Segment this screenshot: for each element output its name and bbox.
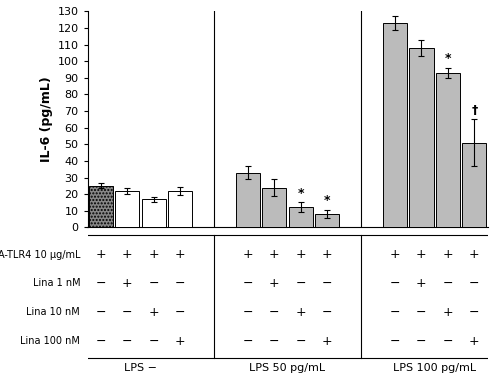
Text: −: −	[296, 277, 306, 290]
Text: +: +	[322, 335, 332, 348]
Bar	[236, 172, 260, 227]
Text: LPS −: LPS −	[124, 363, 157, 373]
Text: −: −	[390, 306, 400, 319]
Text: −: −	[96, 306, 106, 319]
Text: *: *	[298, 187, 304, 200]
Text: +: +	[442, 248, 453, 261]
Text: −: −	[148, 277, 159, 290]
Bar	[436, 73, 460, 227]
Text: +: +	[322, 248, 332, 261]
Text: −: −	[469, 277, 480, 290]
Text: −: −	[122, 306, 132, 319]
Bar	[168, 191, 192, 227]
Text: +: +	[175, 248, 186, 261]
Text: −: −	[416, 335, 426, 348]
Text: †: †	[471, 104, 478, 117]
Y-axis label: IL-6 (pg/mL): IL-6 (pg/mL)	[40, 77, 53, 162]
Text: +: +	[416, 248, 426, 261]
Text: +: +	[122, 277, 132, 290]
Text: *: *	[324, 194, 330, 207]
Text: +: +	[296, 248, 306, 261]
Text: +: +	[469, 335, 480, 348]
Text: +: +	[390, 248, 400, 261]
Text: −: −	[175, 277, 186, 290]
Text: +: +	[148, 306, 159, 319]
Text: Lina 100 nM: Lina 100 nM	[20, 336, 80, 346]
Text: A-TLR4 10 μg/mL: A-TLR4 10 μg/mL	[0, 250, 80, 260]
Text: −: −	[416, 306, 426, 319]
Text: Lina 10 nM: Lina 10 nM	[26, 307, 80, 317]
Text: LPS 50 pg/mL: LPS 50 pg/mL	[250, 363, 326, 373]
Text: −: −	[242, 277, 253, 290]
Text: Lina 1 nM: Lina 1 nM	[32, 279, 80, 288]
Bar	[115, 191, 140, 227]
Text: +: +	[296, 306, 306, 319]
Text: *: *	[444, 52, 451, 65]
Text: −: −	[322, 277, 332, 290]
Text: +: +	[442, 306, 453, 319]
Text: +: +	[148, 248, 159, 261]
Bar	[409, 48, 434, 227]
Text: −: −	[442, 335, 453, 348]
Bar	[88, 186, 113, 227]
Text: −: −	[96, 277, 106, 290]
Text: −: −	[390, 335, 400, 348]
Text: +: +	[469, 248, 480, 261]
Text: +: +	[96, 248, 106, 261]
Text: −: −	[242, 306, 253, 319]
Text: −: −	[390, 277, 400, 290]
Bar	[262, 188, 286, 227]
Text: −: −	[122, 335, 132, 348]
Text: +: +	[269, 248, 280, 261]
Text: −: −	[175, 306, 186, 319]
Text: −: −	[269, 306, 280, 319]
Text: +: +	[122, 248, 132, 261]
Text: +: +	[175, 335, 186, 348]
Bar	[315, 214, 340, 227]
Bar	[288, 207, 313, 227]
Bar	[462, 143, 486, 227]
Text: −: −	[322, 306, 332, 319]
Text: −: −	[242, 335, 253, 348]
Bar	[142, 199, 166, 227]
Text: −: −	[469, 306, 480, 319]
Text: +: +	[269, 277, 280, 290]
Text: +: +	[416, 277, 426, 290]
Text: −: −	[442, 277, 453, 290]
Text: +: +	[242, 248, 253, 261]
Bar	[382, 23, 407, 227]
Text: −: −	[269, 335, 280, 348]
Text: −: −	[96, 335, 106, 348]
Text: LPS 100 pg/mL: LPS 100 pg/mL	[393, 363, 476, 373]
Text: −: −	[148, 335, 159, 348]
Text: −: −	[296, 335, 306, 348]
